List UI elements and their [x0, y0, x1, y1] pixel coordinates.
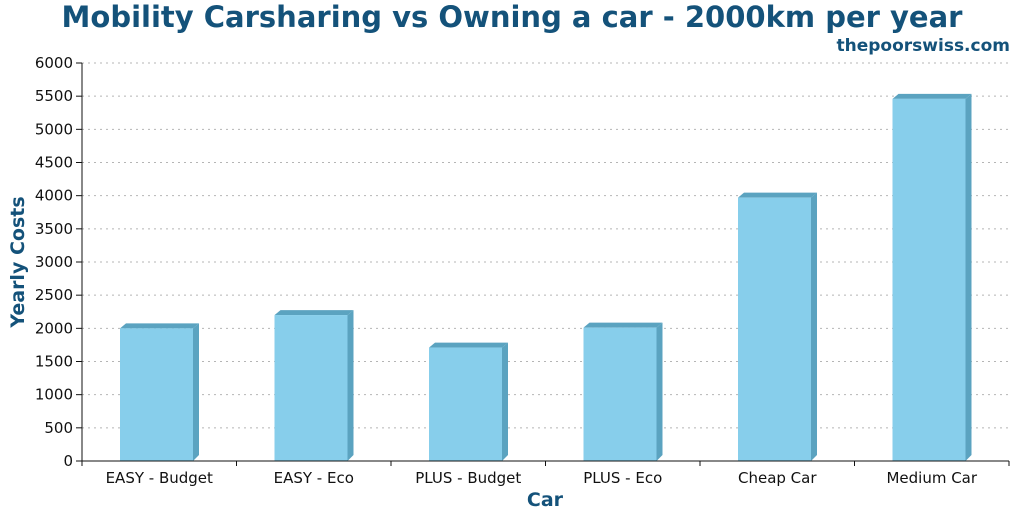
y-tick-label: 0 — [63, 452, 73, 470]
x-tick-label: Cheap Car — [738, 469, 817, 487]
bar — [583, 322, 663, 461]
bar-front — [738, 197, 811, 461]
bar — [429, 342, 508, 461]
x-tick-label: PLUS - Eco — [583, 469, 662, 487]
x-tick-label: Medium Car — [886, 469, 977, 487]
bar — [892, 93, 972, 461]
chart-title: Mobility Carsharing vs Owning a car - 20… — [61, 0, 963, 34]
x-tick-label: EASY - Budget — [106, 469, 213, 487]
y-tick-label: 500 — [44, 419, 73, 437]
y-axis-title: Yearly Costs — [7, 196, 29, 328]
bar-top — [583, 322, 663, 328]
bar-side — [347, 310, 354, 461]
bar-front — [120, 328, 193, 461]
bar-front — [892, 98, 966, 461]
tick-labels: 0 500 1000 1500 2000 2500 3000 3500 4000 4500 5000… — [35, 54, 978, 487]
bar-top — [429, 342, 508, 348]
bar-top — [274, 310, 354, 316]
bar-front — [429, 347, 502, 461]
bars — [120, 93, 972, 461]
bar-side — [811, 192, 817, 461]
y-tick-label: 4500 — [35, 154, 73, 172]
x-tick-label: PLUS - Budget — [415, 469, 521, 487]
y-tick-label: 5500 — [35, 87, 73, 105]
axes — [76, 62, 1010, 466]
bar — [738, 192, 817, 461]
bar-top — [120, 323, 199, 329]
bar-top — [738, 192, 817, 198]
y-tick-label: 5000 — [35, 120, 73, 138]
x-axis-title: Car — [527, 489, 564, 511]
y-tick-label: 3000 — [35, 253, 73, 271]
bar-side — [502, 342, 508, 461]
bar-top — [892, 93, 972, 99]
grid-lines — [82, 62, 1009, 429]
y-tick-label: 3500 — [35, 220, 73, 238]
y-tick-label: 2500 — [35, 286, 73, 304]
bar-side — [965, 93, 972, 461]
y-tick-label: 2000 — [35, 319, 73, 337]
y-tick-label: 4000 — [35, 187, 73, 205]
bar-front — [274, 315, 348, 461]
y-tick-label: 1500 — [35, 353, 73, 371]
chart-source-label: thepoorswiss.com — [836, 36, 1011, 56]
bar-side — [193, 323, 199, 461]
y-tick-label: 6000 — [35, 54, 73, 72]
y-tick-label: 1000 — [35, 386, 73, 404]
bar — [120, 323, 199, 461]
bar — [274, 310, 354, 461]
x-tick-label: EASY - Eco — [274, 469, 354, 487]
bar-side — [656, 322, 663, 461]
bar-front — [583, 327, 657, 461]
